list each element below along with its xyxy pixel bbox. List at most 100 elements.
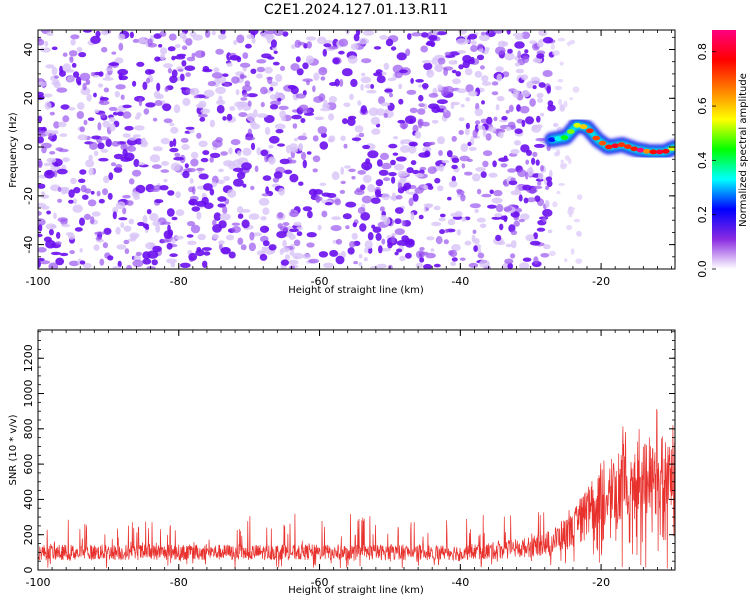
heatmap-cell bbox=[405, 252, 412, 259]
heatmap-cell bbox=[370, 116, 380, 125]
heatmap-cell bbox=[241, 219, 250, 229]
heatmap-cell bbox=[270, 39, 277, 48]
heatmap-cell bbox=[536, 227, 546, 232]
heatmap-cell bbox=[244, 136, 256, 141]
heatmap-cell bbox=[378, 169, 389, 176]
heatmap-cell bbox=[182, 170, 190, 179]
heatmap-cell bbox=[269, 94, 277, 100]
heatmap-cell bbox=[372, 226, 382, 233]
heatmap-cell bbox=[66, 75, 76, 83]
heatmap-cell bbox=[503, 155, 508, 160]
heatmap-cell bbox=[201, 50, 205, 58]
heatmap-cell bbox=[226, 113, 233, 121]
heatmap-cell bbox=[464, 171, 473, 176]
heatmap-cell bbox=[132, 259, 144, 268]
heatmap-cell bbox=[171, 69, 178, 78]
heatmap-cell bbox=[247, 100, 252, 107]
heatmap-cell bbox=[488, 172, 498, 178]
heatmap-cell bbox=[239, 62, 251, 68]
heatmap-cell bbox=[380, 102, 391, 107]
heatmap-cell bbox=[105, 138, 112, 147]
heatmap-cell bbox=[38, 233, 43, 238]
heatmap-cell bbox=[331, 171, 340, 181]
heatmap-cell bbox=[560, 164, 567, 170]
heatmap-cell bbox=[394, 207, 404, 214]
heatmap-cell bbox=[406, 89, 417, 95]
heatmap-cell bbox=[436, 99, 448, 105]
heatmap-cell bbox=[117, 68, 129, 76]
heatmap-cell bbox=[314, 116, 325, 121]
heatmap-cell bbox=[396, 248, 403, 253]
heatmap-cell bbox=[351, 232, 358, 240]
heatmap-cell bbox=[169, 122, 175, 127]
heatmap-cell bbox=[431, 57, 439, 65]
heatmap-cell bbox=[426, 40, 434, 46]
heatmap-cell bbox=[339, 189, 346, 194]
heatmap-cell bbox=[292, 252, 304, 260]
heatmap-cell bbox=[90, 72, 96, 77]
heatmap-cell bbox=[496, 95, 505, 102]
heatmap-cell bbox=[209, 156, 214, 163]
heatmap-cell bbox=[284, 169, 293, 175]
heatmap-cell bbox=[513, 140, 522, 146]
heatmap-cell bbox=[112, 265, 121, 269]
heatmap-cell bbox=[302, 62, 309, 70]
heatmap-cell bbox=[353, 33, 360, 42]
heatmap-cell bbox=[550, 43, 555, 50]
heatmap-cell bbox=[197, 233, 206, 241]
heatmap-cell bbox=[456, 38, 468, 45]
heatmap-cell bbox=[340, 166, 345, 175]
heatmap-cell bbox=[246, 113, 255, 122]
heatmap-cell bbox=[412, 169, 420, 175]
heatmap-cell bbox=[491, 91, 499, 96]
heatmap-cell bbox=[123, 225, 132, 232]
heatmap-cell bbox=[383, 177, 391, 182]
heatmap-cell bbox=[102, 77, 114, 81]
heatmap-cell bbox=[370, 84, 375, 89]
heatmap-cell bbox=[298, 143, 303, 152]
heatmap-cell bbox=[399, 176, 407, 181]
heatmap-cell bbox=[53, 212, 57, 220]
heatmap-cell bbox=[254, 165, 259, 173]
heatmap-cell bbox=[360, 105, 367, 114]
heatmap-cell bbox=[435, 236, 443, 245]
heatmap-cell bbox=[73, 187, 81, 194]
heatmap-cell bbox=[409, 118, 414, 124]
heatmap-cell bbox=[367, 232, 374, 241]
heatmap-cell bbox=[443, 239, 449, 245]
heatmap-cell bbox=[505, 243, 513, 248]
heatmap-cell bbox=[480, 171, 487, 179]
heatmap-cell bbox=[295, 56, 301, 63]
heatmap-cell bbox=[302, 132, 307, 137]
heatmap-cell bbox=[102, 188, 108, 196]
heatmap-cell bbox=[467, 90, 478, 97]
heatmap-cell bbox=[576, 194, 583, 200]
heatmap-cell bbox=[228, 251, 236, 259]
heatmap-cell bbox=[532, 85, 537, 90]
heatmap-cell bbox=[436, 31, 448, 36]
heatmap-cell bbox=[167, 67, 172, 74]
heatmap-cell bbox=[58, 148, 69, 153]
heatmap-cell bbox=[495, 104, 500, 111]
heatmap-cell bbox=[476, 217, 486, 223]
x-tick-label: -80 bbox=[170, 576, 188, 589]
heatmap-cell bbox=[358, 262, 363, 267]
heatmap-cell bbox=[340, 180, 346, 185]
heatmap-cell bbox=[427, 166, 437, 175]
heatmap-cell bbox=[439, 163, 445, 172]
heatmap-cell bbox=[65, 232, 74, 236]
heatmap-cell bbox=[443, 108, 448, 113]
heatmap-cell bbox=[375, 189, 381, 198]
heatmap-cell bbox=[533, 143, 545, 148]
colorbar-label: Normalized spectral amplitude bbox=[738, 73, 749, 227]
heatmap-cell bbox=[367, 150, 379, 159]
heatmap-cell bbox=[142, 251, 151, 260]
heatmap-cell bbox=[190, 151, 199, 159]
heatmap-cell bbox=[142, 223, 149, 229]
heatmap-cell bbox=[90, 190, 95, 195]
heatmap-cell bbox=[262, 240, 270, 247]
heatmap-cell bbox=[50, 251, 62, 256]
heatmap-cell bbox=[38, 247, 47, 253]
heatmap-cell bbox=[77, 134, 88, 141]
heatmap-cell bbox=[352, 222, 357, 228]
